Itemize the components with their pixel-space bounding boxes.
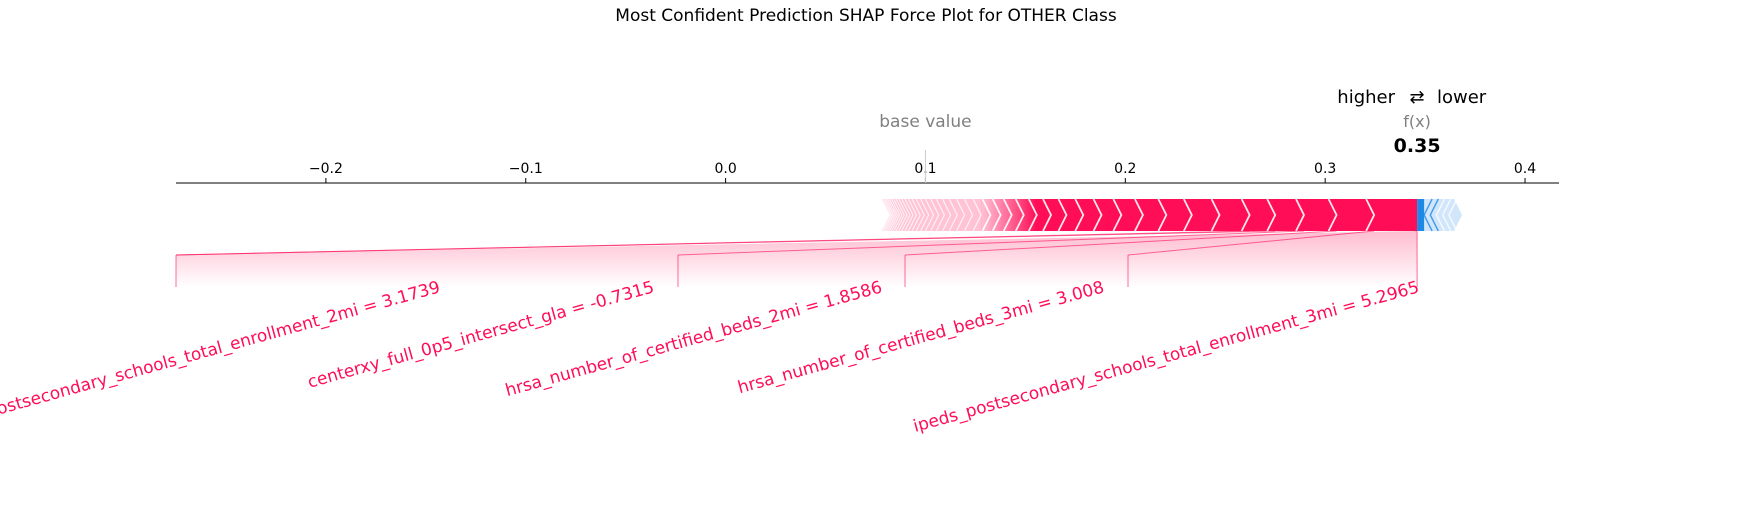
x-tick-label: 0.3 [1314,161,1336,177]
positive-segment-separator [874,198,884,232]
negative-segment-separator [1435,198,1446,232]
positive-segment-separator [920,198,930,232]
positive-segment-separator [1092,198,1103,232]
positive-segment-separator [911,198,921,232]
base-value-label: base value [879,112,971,132]
positive-segment-separator [895,198,905,232]
positive-segment-separator [1028,198,1038,232]
positive-segment-separator [942,198,952,232]
positive-segment-separator [885,198,895,232]
positive-segment-separator [1210,198,1221,232]
positive-segment-separator [878,198,888,232]
feature-label: ipeds_postsecondary_schools_total_enroll… [911,278,1421,437]
positive-segment-separator [991,198,1002,232]
positive-segment-separator [1240,198,1251,232]
feature-labels: ipeds_postsecondary_schools_total_enroll… [0,278,1421,437]
positive-segment-separator [879,198,889,232]
positive-segment-separator [873,198,883,232]
positive-segment-separator [1327,198,1338,232]
connector-line [1127,230,1375,256]
negative-segment-separator [1429,198,1439,232]
positive-segment-separator [972,198,982,232]
positive-segment-separator [1002,198,1013,232]
positive-segment-separator [963,198,974,232]
positive-segment-separator [1157,198,1168,232]
positive-segment-separator [935,198,946,232]
negative-segment-separator [1448,198,1458,232]
connector-line [677,230,1305,256]
positive-segment-separator [1266,198,1277,232]
chart-title: Most Confident Prediction SHAP Force Plo… [615,6,1117,26]
positive-segment-separator [948,198,958,232]
positive-segment-separator [877,198,887,232]
positive-force-bar [981,199,1418,231]
positive-segment-separator [1112,198,1123,232]
legend: higher ⇄ lower [1337,87,1487,108]
positive-segment-separator [876,198,886,232]
positive-segment-separator [956,198,966,232]
positive-segment-separator [882,198,892,232]
negative-segment-separator [1441,198,1452,232]
connector-fade [176,231,1418,287]
positive-segment-separator [924,198,935,232]
connector-line [904,230,1337,256]
feature-label: hrsa_number_of_certified_beds_2mi = 1.85… [503,278,884,401]
negative-segment-separator [1423,198,1433,232]
positive-segment-separator [890,198,901,232]
positive-segment-separator [1134,198,1144,232]
positive-segment-separator [1365,198,1376,232]
positive-segment-separator [875,198,885,232]
output-value-marker: f(x) 0.35 [1394,112,1441,157]
positive-fade-overlay [981,199,1037,231]
x-tick-label: 0.4 [1514,161,1536,177]
force-bars [873,198,1463,232]
x-tick-label: 0.0 [714,161,736,177]
connector-line [175,230,1250,256]
positive-segment-separator [886,198,897,232]
positive-segment-separator [1183,198,1193,232]
x-tick-label: 0.2 [1114,161,1136,177]
legend-higher-label: higher [1337,87,1395,108]
fx-value: 0.35 [1394,135,1441,157]
positive-segment-separator [1295,198,1305,232]
fx-label: f(x) [1403,112,1431,131]
x-axis: −0.2 −0.1 0.0 0.1 0.2 0.3 0.4 [176,161,1559,184]
positive-segment-separator [904,198,914,232]
positive-segment-separator [981,198,992,232]
positive-segment-separator [915,198,925,232]
positive-segment-separator [880,198,890,232]
x-tick-label: −0.2 [309,161,343,177]
positive-segment-separator [1014,198,1025,232]
x-tick-label: −0.1 [509,161,543,177]
positive-segment-separator [901,198,911,232]
positive-segment-separator [930,198,940,232]
feature-label: centerxy_full_0p5_intersect_gla = -0.731… [305,278,656,393]
positive-segment-separator [1057,198,1068,232]
positive-segment-separator [1042,198,1053,232]
positive-segment-separator [907,198,918,232]
swap-arrows-icon: ⇄ [1409,87,1424,108]
positive-segment-separator [883,198,893,232]
negative-force-bar [1417,199,1425,231]
positive-segment-separator [888,198,899,232]
feature-connectors [175,230,1418,287]
positive-segment-separator [893,198,903,232]
base-value-marker: base value [879,112,972,183]
legend-lower-label: lower [1437,87,1487,108]
positive-segment-separator [1074,198,1085,232]
positive-segment-separator [898,198,908,232]
